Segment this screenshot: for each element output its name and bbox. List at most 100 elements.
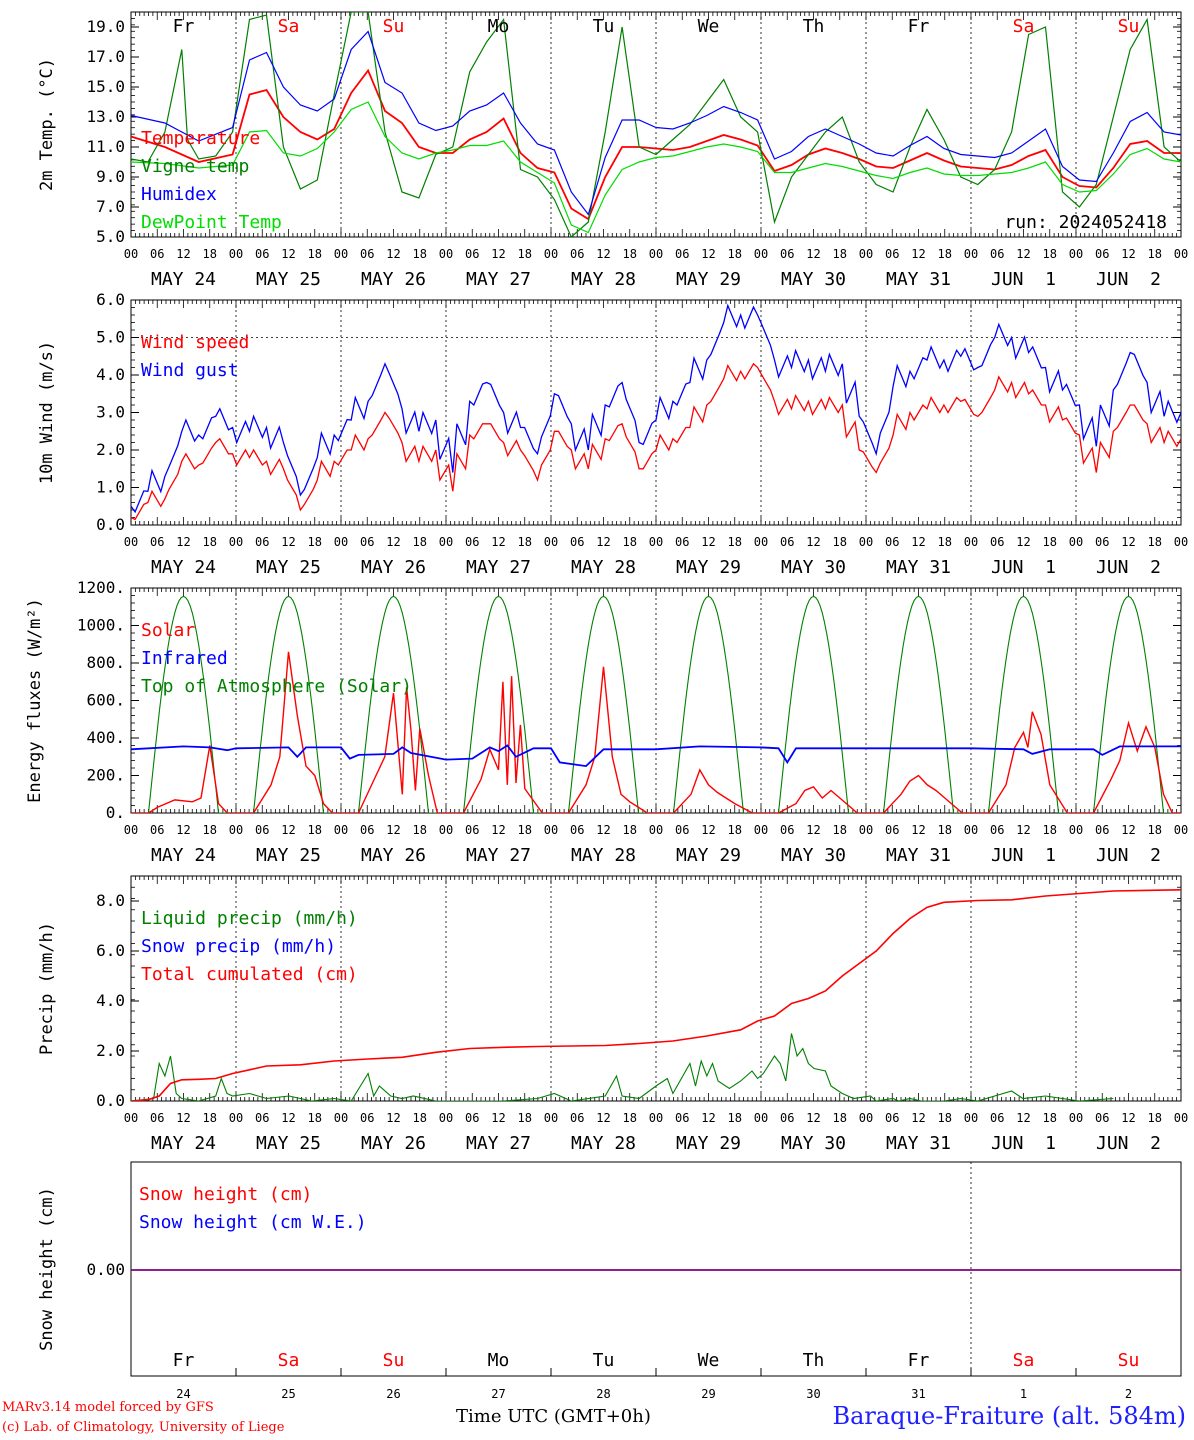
hour-tick-label: 12	[911, 535, 925, 549]
y-tick-label: 0.00	[86, 1260, 125, 1279]
date-label: MAY 27	[466, 557, 531, 578]
hour-tick-label: 06	[780, 823, 794, 837]
y-tick-label: 4.0	[96, 991, 125, 1010]
hour-tick-label: 12	[806, 823, 820, 837]
hour-tick-label: 00	[649, 1111, 663, 1125]
y-axis-label: 2m Temp. (°C)	[37, 58, 57, 191]
y-tick-label: 8.0	[96, 891, 125, 910]
series-temperature	[131, 68, 1181, 221]
hour-tick-label: 12	[596, 1111, 610, 1125]
hour-tick-label: 12	[596, 247, 610, 261]
time-axis-label: Time UTC (GMT+0h)	[456, 1406, 651, 1427]
hour-tick-label: 06	[675, 247, 689, 261]
hour-tick-label: 00	[229, 1111, 243, 1125]
hour-tick-label: 06	[990, 247, 1004, 261]
weekday-label: Tu	[593, 16, 615, 37]
hour-tick-label: 00	[1174, 247, 1188, 261]
weekday-label: Mo	[488, 16, 510, 37]
hour-tick-label: 00	[649, 535, 663, 549]
hour-tick-label: 06	[465, 1111, 479, 1125]
hour-tick-label: 12	[281, 823, 295, 837]
hour-tick-label: 18	[518, 535, 532, 549]
hour-tick-label: 00	[124, 535, 138, 549]
hour-tick-label: 12	[911, 1111, 925, 1125]
hour-tick-label: 18	[413, 247, 427, 261]
hour-tick-label: 18	[518, 1111, 532, 1125]
hour-tick-label: 00	[1174, 823, 1188, 837]
hour-tick-label: 12	[386, 1111, 400, 1125]
hour-tick-label: 00	[1069, 535, 1083, 549]
hour-tick-label: 18	[518, 247, 532, 261]
hour-tick-label: 12	[806, 1111, 820, 1125]
hour-tick-label: 00	[334, 823, 348, 837]
hour-tick-label: 18	[518, 823, 532, 837]
legend-entry: Snow height (cm W.E.)	[139, 1212, 367, 1233]
hour-tick-label: 12	[176, 247, 190, 261]
date-label: JUN 1	[991, 845, 1056, 866]
weekday-label: Su	[383, 1350, 405, 1371]
hour-tick-label: 18	[833, 823, 847, 837]
hour-tick-label: 18	[203, 535, 217, 549]
weekday-label: Sa	[278, 16, 300, 37]
panel-1: 00 06 12 18 00 06 12 18 00 06 12 18 00 06 12 18 00 06 12 18…	[37, 11, 1188, 290]
hour-tick-label: 18	[1043, 535, 1057, 549]
hour-tick-label: 12	[911, 823, 925, 837]
hour-tick-label: 18	[413, 535, 427, 549]
hour-tick-label: 00	[439, 247, 453, 261]
hour-tick-label: 18	[203, 1111, 217, 1125]
y-axis-label: Energy fluxes (W/m²)	[25, 598, 45, 803]
y-tick-label: 6.0	[96, 941, 125, 960]
date-label: MAY 28	[571, 1133, 636, 1154]
hour-tick-label: 12	[176, 535, 190, 549]
hour-tick-label: 06	[570, 247, 584, 261]
hour-tick-label: 00	[544, 535, 558, 549]
date-label: MAY 30	[781, 845, 846, 866]
hour-tick-label: 18	[623, 1111, 637, 1125]
weekday-label: We	[698, 16, 720, 37]
hour-tick-label: 18	[623, 535, 637, 549]
hour-tick-label: 06	[1095, 823, 1109, 837]
y-tick-label: 0.0	[96, 1091, 125, 1110]
weekday-label: Su	[1118, 16, 1140, 37]
series-humidex	[131, 30, 1181, 216]
hour-tick-label: 18	[833, 1111, 847, 1125]
legend-entry: Total cumulated (cm)	[141, 964, 358, 985]
hour-tick-label: 12	[806, 535, 820, 549]
hour-tick-label: 12	[701, 1111, 715, 1125]
date-label: MAY 29	[676, 269, 741, 290]
date-label: JUN 2	[1096, 1133, 1161, 1154]
hour-tick-label: 12	[1121, 823, 1135, 837]
y-tick-label: 1.0	[96, 478, 125, 497]
hour-tick-label: 18	[308, 247, 322, 261]
hour-tick-label: 00	[964, 535, 978, 549]
hour-tick-label: 12	[701, 823, 715, 837]
hour-tick-label: 18	[1043, 823, 1057, 837]
hour-tick-label: 12	[281, 1111, 295, 1125]
hour-tick-label: 12	[386, 247, 400, 261]
credit-line-2: (c) Lab. of Climatology, University of L…	[2, 1420, 285, 1435]
y-tick-label: 13.0	[86, 107, 125, 126]
hour-tick-label: 00	[754, 823, 768, 837]
hour-tick-label: 06	[990, 823, 1004, 837]
hour-tick-label: 12	[1016, 535, 1030, 549]
y-tick-label: 400.	[86, 728, 125, 747]
hour-tick-label: 12	[596, 823, 610, 837]
date-label: MAY 27	[466, 1133, 531, 1154]
hour-tick-label: 00	[544, 247, 558, 261]
y-tick-label: 2.0	[96, 440, 125, 459]
hour-tick-label: 12	[176, 1111, 190, 1125]
hour-tick-label: 18	[413, 1111, 427, 1125]
weekday-label: Su	[383, 16, 405, 37]
date-label: MAY 28	[571, 557, 636, 578]
y-tick-label: 9.0	[96, 167, 125, 186]
hour-tick-label: 00	[859, 247, 873, 261]
day-number-label: 28	[596, 1387, 610, 1401]
hour-tick-label: 00	[229, 823, 243, 837]
hour-tick-label: 06	[150, 1111, 164, 1125]
hour-tick-label: 18	[1148, 247, 1162, 261]
day-number-label: 31	[911, 1387, 925, 1401]
hour-tick-label: 06	[1095, 247, 1109, 261]
y-tick-label: 0.0	[96, 515, 125, 534]
day-number-label: 2	[1125, 1387, 1132, 1401]
hour-tick-label: 06	[885, 823, 899, 837]
